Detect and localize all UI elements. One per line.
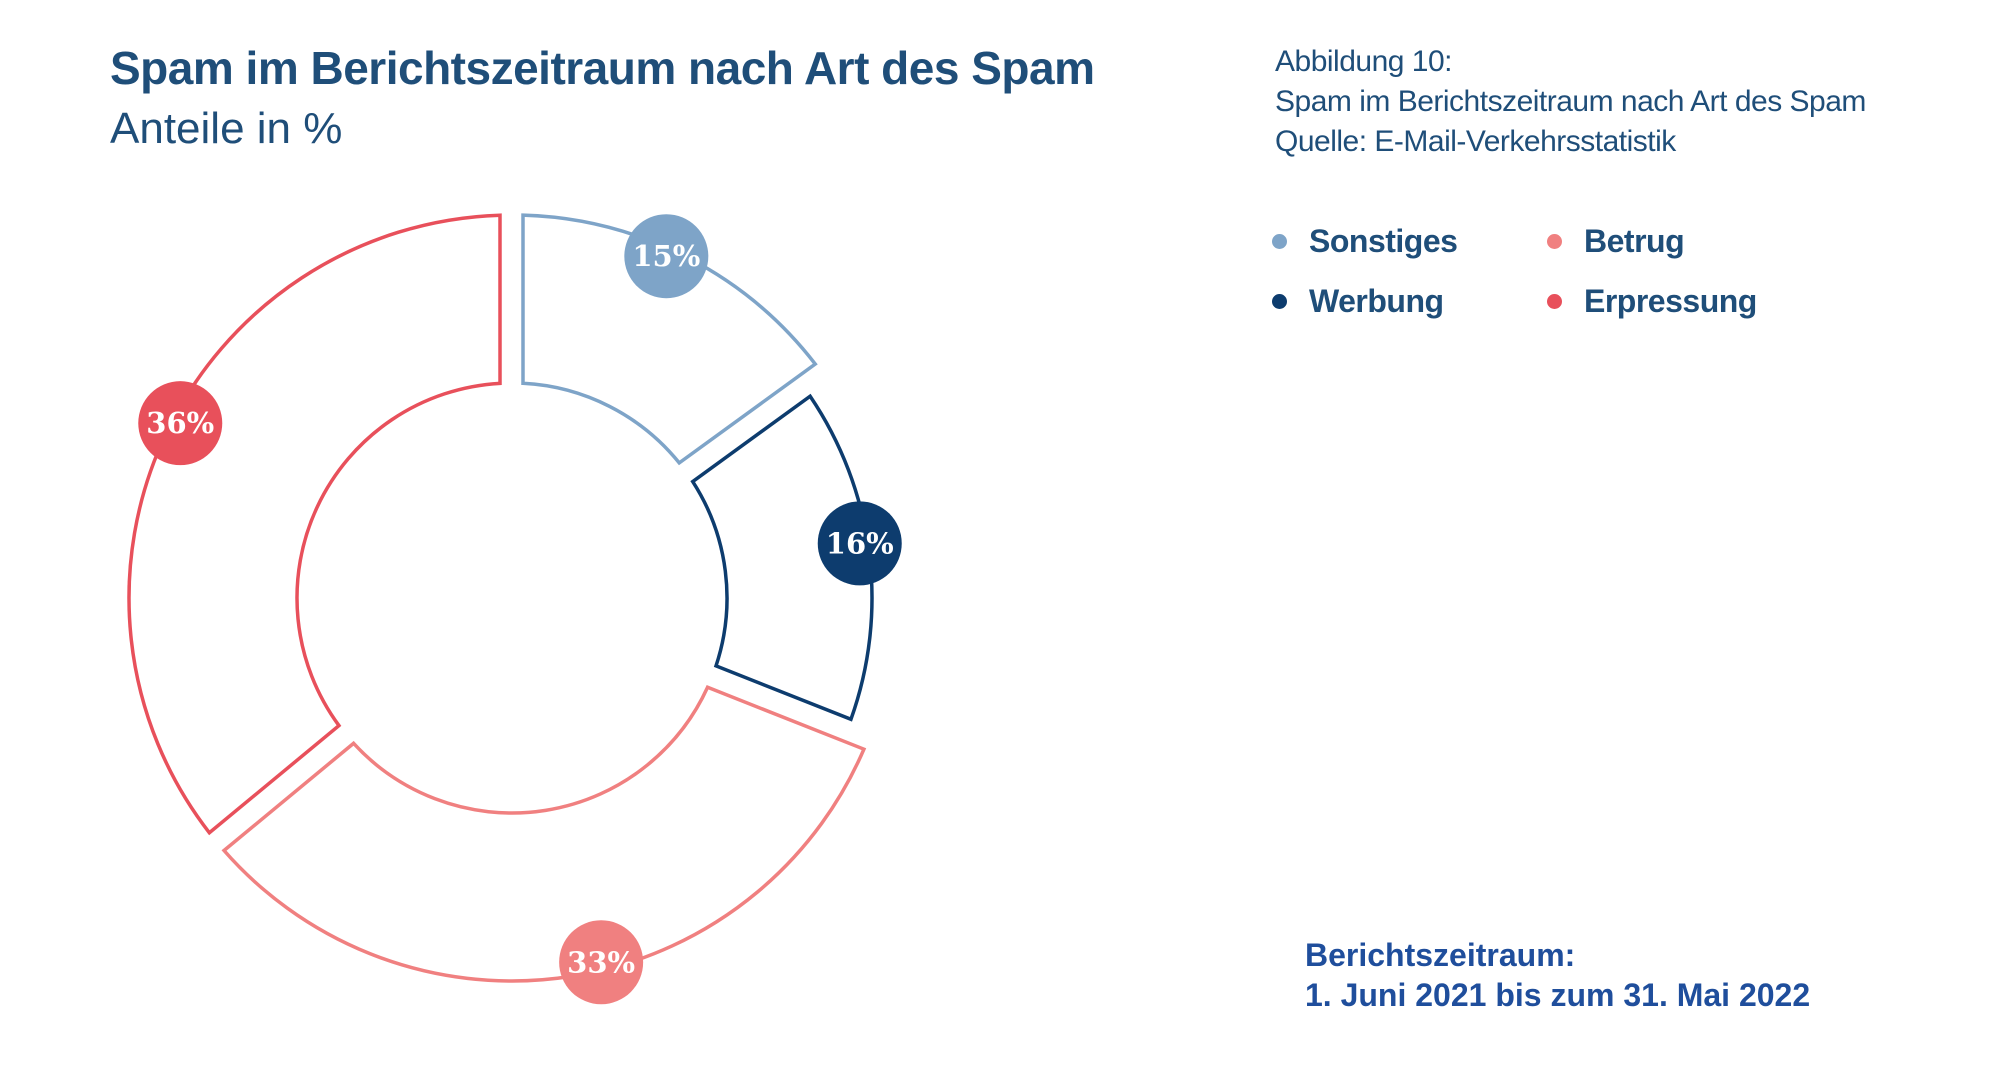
chart-subtitle: Anteile in %	[110, 104, 343, 153]
slice-erpressung	[127, 213, 502, 836]
chart-legend: Sonstiges Betrug Werbung Erpressung	[1270, 218, 1830, 348]
slice-sonstiges	[521, 213, 818, 466]
slice-werbung	[690, 393, 874, 722]
data-label-bubble-sonstiges	[624, 214, 709, 299]
legend-label-werbung: Werbung	[1309, 282, 1444, 319]
chart-title: Spam im Berichtszeitraum nach Art des Sp…	[110, 42, 1095, 94]
data-label-sonstiges: 15%	[624, 214, 709, 299]
slice-betrug	[221, 685, 867, 983]
reporting-period: Berichtszeitraum: 1. Juni 2021 bis zum 3…	[1305, 935, 1810, 1015]
reporting-period-dates: 1. Juni 2021 bis zum 31. Mai 2022	[1305, 977, 1811, 1013]
data-label-bubble-werbung	[817, 501, 902, 586]
legend-marker-erpressung	[1547, 293, 1562, 309]
data-label-text-werbung: 16%	[826, 526, 894, 560]
legend-marker-betrug	[1547, 233, 1562, 249]
legend-item-betrug: Betrug	[1545, 218, 1685, 264]
legend-label-betrug: Betrug	[1584, 222, 1685, 259]
data-label-erpressung: 36%	[138, 381, 223, 466]
legend-marker-sonstiges	[1272, 233, 1287, 249]
data-label-text-betrug: 33%	[567, 945, 635, 979]
reporting-period-label: Berichtszeitraum:	[1305, 937, 1576, 973]
data-label-text-sonstiges: 15%	[632, 239, 700, 273]
data-label-werbung: 16%	[817, 501, 902, 586]
legend-marker-werbung	[1272, 293, 1287, 309]
legend-item-werbung: Werbung	[1270, 278, 1444, 324]
legend-label-erpressung: Erpressung	[1584, 282, 1757, 319]
caption-source: Quelle: E-Mail-Verkehrsstatistik	[1275, 125, 1676, 158]
figure-caption: Abbildung 10: Spam im Berichtszeitraum n…	[1275, 42, 1866, 162]
chart-title-block: Spam im Berichtszeitraum nach Art des Sp…	[110, 38, 1095, 160]
data-label-betrug: 33%	[559, 920, 644, 1005]
data-label-bubble-betrug	[559, 920, 644, 1005]
data-label-bubble-erpressung	[138, 381, 223, 466]
legend-item-sonstiges: Sonstiges	[1270, 218, 1458, 264]
data-label-text-erpressung: 36%	[146, 406, 214, 440]
legend-label-sonstiges: Sonstiges	[1309, 222, 1458, 259]
caption-figure-title: Spam im Berichtszeitraum nach Art des Sp…	[1275, 85, 1866, 118]
caption-figure-number: Abbildung 10:	[1275, 45, 1452, 78]
legend-item-erpressung: Erpressung	[1545, 278, 1757, 324]
